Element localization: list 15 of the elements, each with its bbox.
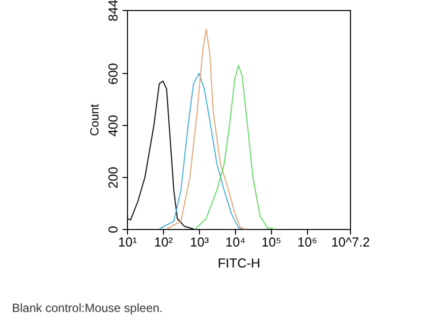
x-tick-label: 10³ bbox=[190, 234, 210, 250]
x-tick-label: 10⁵ bbox=[261, 234, 282, 250]
y-tick-label: 400 bbox=[106, 114, 120, 137]
x-tick-label: 10⁶ bbox=[297, 234, 318, 250]
x-tick-label: 10⁴ bbox=[225, 234, 246, 250]
x-axis-title: FITC-H bbox=[218, 256, 260, 270]
x-tick-label: 10² bbox=[154, 234, 174, 250]
y-tick-label: 600 bbox=[106, 62, 120, 85]
y-tick-label: 844 bbox=[106, 0, 120, 22]
y-axis-title: Count bbox=[88, 103, 102, 136]
x-tick-label: 10^7.2 bbox=[331, 234, 370, 250]
text: Blank control:Mouse spleen. bbox=[12, 301, 163, 315]
y-tick-label: 0 bbox=[106, 226, 120, 234]
y-tick-label: 200 bbox=[106, 166, 120, 188]
x-tick-label: 10¹ bbox=[118, 234, 138, 250]
